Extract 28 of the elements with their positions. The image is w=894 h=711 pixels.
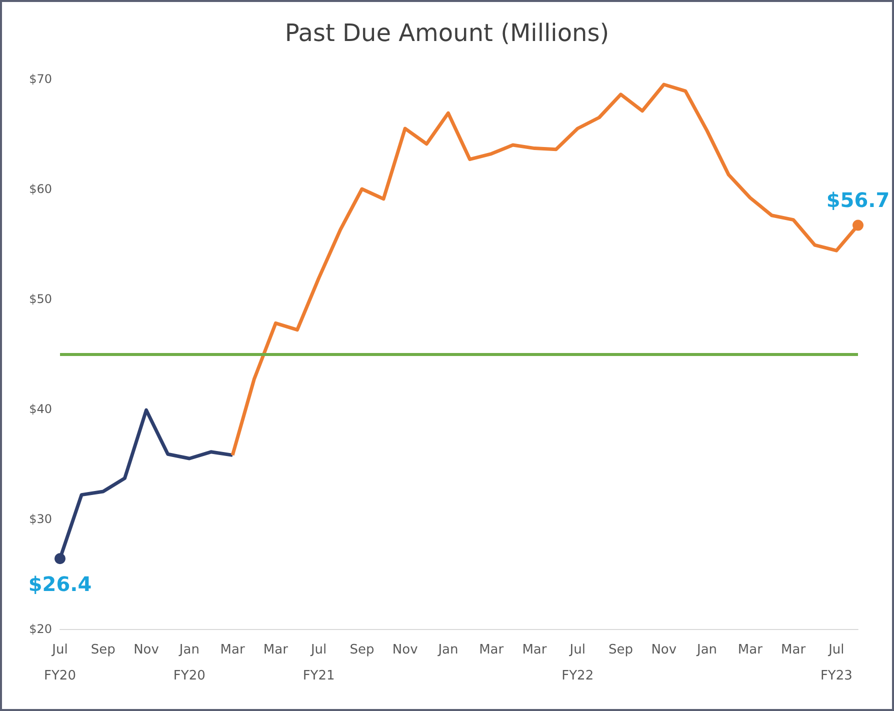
x-tick-label: Mar [263, 642, 289, 658]
x-tick-label: Jan FY20 [173, 642, 206, 684]
chart-title: Past Due Amount (Millions) [284, 19, 610, 47]
x-tick-label: Jul FY23 [820, 642, 852, 684]
y-tick-label: $60 [29, 182, 52, 196]
x-tick-label: Mar [522, 642, 548, 658]
data-label: $56.7 [826, 188, 890, 212]
y-tick-label: $70 [29, 72, 52, 86]
x-tick-label: Mar [479, 642, 504, 658]
y-tick-label: $30 [29, 512, 52, 526]
x-tick-label: Jan [437, 642, 458, 658]
x-tick-label: Mar [738, 642, 764, 658]
x-tick-label: Mar [220, 642, 246, 658]
y-tick-label: $40 [29, 402, 52, 416]
x-tick-label: Sep [608, 642, 634, 658]
x-tick-label: Sep [350, 642, 374, 658]
x-tick-label: Jul FY21 [302, 642, 335, 684]
x-tick-label: Jul FY22 [562, 642, 594, 684]
x-tick-label: Nov [651, 642, 677, 658]
x-tick-label: Mar [781, 642, 806, 658]
x-tick-label: Nov [134, 642, 160, 658]
y-tick-label: $20 [29, 622, 52, 636]
x-tick-label: Sep [90, 642, 116, 658]
y-tick-label: $50 [29, 292, 52, 306]
x-tick-label: Nov [392, 642, 418, 658]
x-tick-label: Jan [696, 642, 718, 658]
x-tick-label: Jul FY20 [44, 642, 76, 684]
data-label: $26.4 [28, 572, 92, 596]
